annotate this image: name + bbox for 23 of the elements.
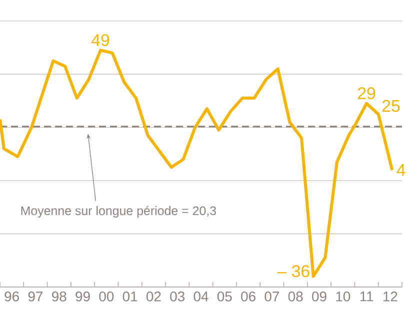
x-tick-label: 98 xyxy=(52,292,66,302)
x-tick-label: 07 xyxy=(264,292,280,302)
data-label: 49 xyxy=(91,34,110,46)
x-tick-label: 04 xyxy=(194,292,208,302)
x-tick-label: 08 xyxy=(288,292,303,302)
data-label: 4 xyxy=(396,164,406,176)
x-tick-label: 00 xyxy=(99,292,114,302)
x-tick-label: 12 xyxy=(383,292,398,302)
x-tick-label: 05 xyxy=(217,292,232,302)
x-tick-label: 03 xyxy=(170,292,184,302)
x-tick-label: 99 xyxy=(76,292,90,302)
x-tick-label: 10 xyxy=(336,292,350,302)
x-tick-label: 02 xyxy=(146,292,161,302)
data-label: – 36 xyxy=(277,265,310,278)
x-tick-label: 97 xyxy=(28,292,43,302)
x-tick-label: 96 xyxy=(4,292,19,302)
x-tick-label: 06 xyxy=(241,292,256,302)
ref-line-label: Moyenne sur longue période = 20,3 xyxy=(21,206,216,218)
x-tick-label: 11 xyxy=(360,292,374,302)
x-tick-label: 09 xyxy=(312,292,326,302)
data-label: 25 xyxy=(382,100,400,112)
data-label: 29 xyxy=(358,87,376,100)
x-tick-label: 01 xyxy=(122,292,138,302)
